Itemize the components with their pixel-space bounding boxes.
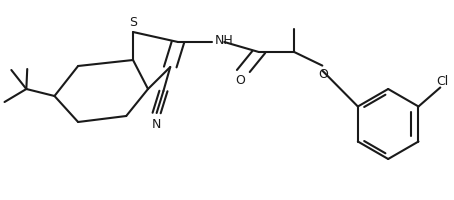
- Text: O: O: [235, 74, 245, 88]
- Text: N: N: [152, 118, 161, 132]
- Text: O: O: [318, 68, 328, 80]
- Text: Cl: Cl: [436, 75, 449, 88]
- Text: S: S: [129, 17, 137, 29]
- Text: NH: NH: [215, 34, 233, 47]
